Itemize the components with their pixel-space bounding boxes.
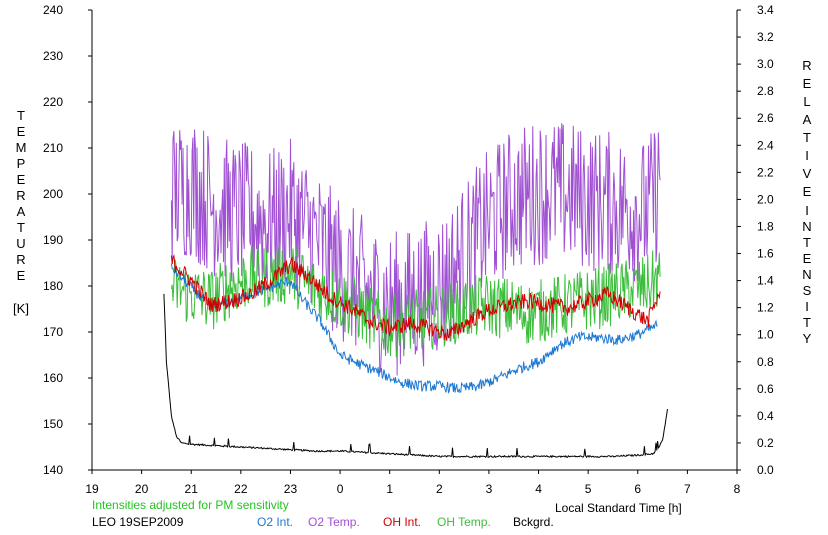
left-axis-label-letter: R [16,252,25,267]
left-tick-label: 200 [43,187,63,201]
legend: O2 Int. O2 Temp. OH Int. OH Temp. Bckgrd. [257,515,554,529]
x-tick-label: 23 [284,482,298,496]
right-tick-label: 0.8 [757,355,774,369]
right-tick-label: 1.8 [757,219,774,233]
left-tick-label: 150 [43,417,63,431]
left-tick-label: 240 [43,3,63,17]
right-tick-label: 0.6 [757,382,774,396]
x-tick-label: 8 [734,482,741,496]
x-tick-label: 0 [337,482,344,496]
series-lines [163,123,668,459]
x-tick-label: 6 [634,482,641,496]
left-axis-label-letter: E [17,124,26,139]
left-tick-label: 180 [43,279,63,293]
legend-entry-o2-temp: O2 Temp. [308,515,360,529]
x-tick-label: 20 [135,482,149,496]
right-axis-label-letter: N [802,219,811,234]
pm-sensitivity-note: Intensities adjusted for PM sensitivity [92,498,289,512]
right-axis-label-letter: I [805,203,809,218]
left-axis-label-letter: U [16,236,25,251]
left-tick-label: 140 [43,463,63,477]
legend-entry-o2-int: O2 Int. [257,515,293,529]
x-tick-label: 7 [684,482,691,496]
left-axis-label-letter: M [16,140,27,155]
right-tick-label: 2.4 [757,138,774,152]
right-tick-label: 1.6 [757,247,774,261]
x-tick-label: 21 [185,482,199,496]
left-axis-label-letter: T [17,220,25,235]
right-tick-label: 3.0 [757,57,774,71]
right-tick-label: 2.8 [757,84,774,98]
right-axis-label-letter: R [802,58,811,73]
right-axis-label-letter: L [803,94,810,109]
x-tick-label: 3 [486,482,493,496]
x-tick-label: 5 [585,482,592,496]
right-axis-label-letter: T [803,235,811,250]
series-line-o2-temp [170,123,661,376]
right-tick-label: 0.4 [757,409,774,423]
right-tick-label: 2.2 [757,165,774,179]
legend-entry-bckgrd: Bckgrd. [513,515,554,529]
right-axis-label-letter: E [803,184,812,199]
right-tick-label: 0.2 [757,436,774,450]
x-tick-label: 19 [85,482,99,496]
left-tick-label: 220 [43,95,63,109]
right-axis-label-letter: E [803,251,812,266]
left-tick-label: 210 [43,141,63,155]
right-axis-label-letter: S [803,283,812,298]
series-line-oh-int [170,253,661,341]
station-date-label: LEO 19SEP2009 [92,515,184,529]
right-axis-label-letter: A [803,112,812,127]
left-axis-label-letter: T [17,108,25,123]
x-tick-label: 1 [386,482,393,496]
right-axis-label-letter: I [805,299,809,314]
left-tick-label: 160 [43,371,63,385]
left-tick-label: 170 [43,325,63,339]
right-tick-label: 2.6 [757,111,774,125]
x-axis-label: Local Standard Time [h] [555,501,682,515]
x-tick-label: 22 [234,482,248,496]
right-axis-label-letter: E [803,76,812,91]
right-tick-label: 1.2 [757,301,774,315]
x-tick-label: 4 [535,482,542,496]
right-tick-label: 1.0 [757,328,774,342]
right-axis-label-letter: N [802,267,811,282]
left-axis-ticks: 140 150 160 170 180 190 200 210 220 230 240 [43,3,92,477]
x-axis-ticks: 19 20 21 22 23 0 1 2 3 4 5 6 7 8 [85,470,741,496]
left-axis-unit: [K] [13,301,29,316]
legend-entry-oh-temp: OH Temp. [437,515,491,529]
series-line-o2-int [170,263,658,394]
left-axis-label-letter: P [17,156,26,171]
right-axis-label-letter: I [805,148,809,163]
right-tick-label: 0.0 [757,463,774,477]
left-axis-label-letter: A [17,204,26,219]
left-axis-label-letter: E [17,268,26,283]
x-tick-label: 2 [436,482,443,496]
right-tick-label: 1.4 [757,274,774,288]
left-axis-label-letter: R [16,188,25,203]
right-axis-ticks: 0.0 0.2 0.4 0.6 0.8 1.0 1.2 1.4 1.6 1.8 2.0 2.2 2.4 2… [737,3,774,477]
right-axis-label-letter: T [803,130,811,145]
right-axis-label-letter: T [803,315,811,330]
left-tick-label: 230 [43,49,63,63]
legend-entry-oh-int: OH Int. [383,515,421,529]
right-tick-label: 2.0 [757,192,774,206]
series-line-bckgrd [163,293,668,459]
left-axis-label-letter: E [17,172,26,187]
right-tick-label: 3.2 [757,30,774,44]
right-axis-label-letter: Y [803,331,812,346]
left-tick-label: 190 [43,233,63,247]
right-axis-label-letter: V [803,166,812,181]
right-tick-label: 3.4 [757,3,774,17]
